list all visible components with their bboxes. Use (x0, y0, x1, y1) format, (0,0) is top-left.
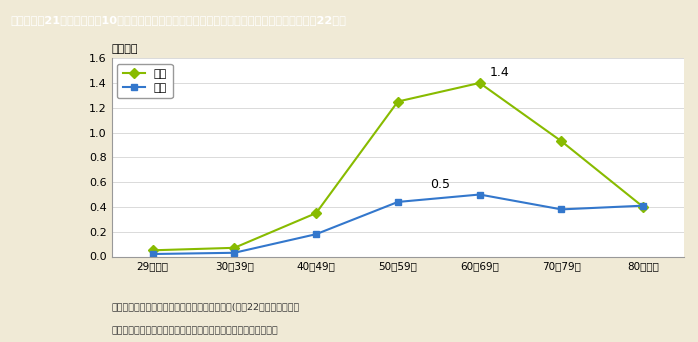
女性 (475, 81, 484, 85)
男性 (394, 200, 402, 204)
男性 (149, 252, 157, 256)
女性 (230, 246, 239, 250)
Text: ２．要介護者には，要支援者及び要介護度不詳を含む。: ２．要介護者には，要支援者及び要介護度不詳を含む。 (112, 327, 279, 336)
Text: 0.5: 0.5 (431, 178, 451, 191)
男性 (557, 207, 565, 211)
女性 (557, 139, 565, 143)
男性 (639, 203, 647, 208)
Text: （万人）: （万人） (112, 44, 138, 54)
Line: 女性: 女性 (149, 79, 646, 254)
女性 (149, 248, 157, 252)
女性 (394, 100, 402, 104)
Text: 1.4: 1.4 (489, 66, 509, 79)
Line: 男性: 男性 (149, 191, 646, 258)
男性 (312, 232, 320, 236)
男性 (230, 251, 239, 255)
女性 (312, 211, 320, 215)
男性 (475, 193, 484, 197)
女性 (639, 205, 647, 209)
Text: 第１－特－21図　要介護者10万人に対する同居の介護・看護者数：年齢階級別（男女別，平成22年）: 第１－特－21図 要介護者10万人に対する同居の介護・看護者数：年齢階級別（男女… (10, 15, 346, 25)
Text: （参考）１．厉生労働省「国民生活基礎調査」(平成22年）より作成。: （参考）１．厉生労働省「国民生活基礎調査」(平成22年）より作成。 (112, 303, 300, 312)
Legend: 女性, 男性: 女性, 男性 (117, 64, 172, 98)
